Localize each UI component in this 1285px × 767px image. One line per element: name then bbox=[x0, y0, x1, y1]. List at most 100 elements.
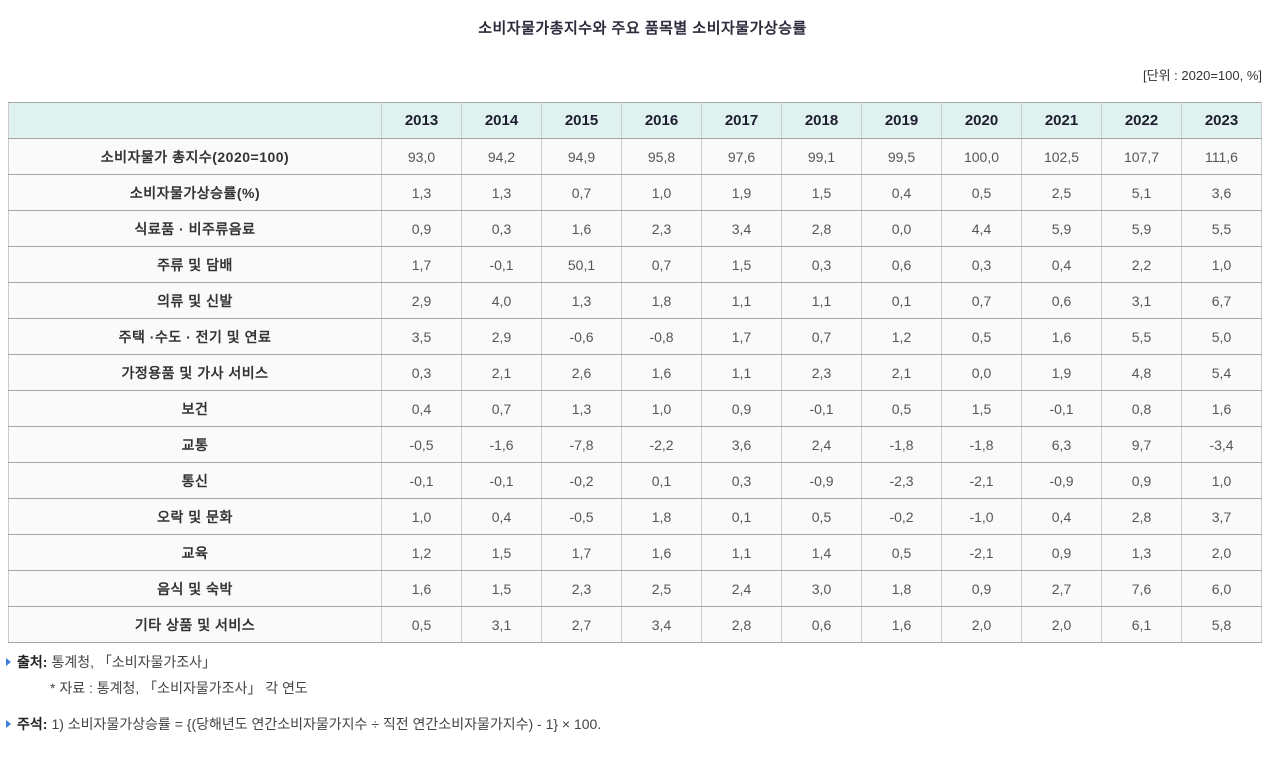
value-cell: 0,3 bbox=[781, 246, 862, 283]
value-cell: 0,5 bbox=[941, 174, 1022, 211]
value-cell: 5,5 bbox=[1181, 210, 1262, 247]
value-cell: 1,4 bbox=[781, 534, 862, 571]
note-text: 1) 소비자물가상승률 = {(당해년도 연간소비자물가지수 ÷ 직전 연간소비… bbox=[51, 716, 602, 732]
value-cell: 3,0 bbox=[781, 570, 862, 607]
triangle-right-icon bbox=[6, 658, 11, 666]
value-cell: 2,0 bbox=[941, 606, 1022, 643]
value-cell: 0,5 bbox=[861, 534, 942, 571]
value-cell: 2,5 bbox=[1021, 174, 1102, 211]
value-cell: -0,9 bbox=[1021, 462, 1102, 499]
year-header-2017: 2017 bbox=[701, 102, 782, 139]
value-cell: 1,0 bbox=[621, 390, 702, 427]
value-cell: 2,9 bbox=[461, 318, 542, 355]
table-row: 주택 ·수도 · 전기 및 연료 3,5 2,9 -0,6 -0,8 1,7 0,7 1,2 0… bbox=[8, 318, 1262, 355]
value-cell: 111,6 bbox=[1181, 138, 1262, 175]
value-cell: 2,6 bbox=[541, 354, 622, 391]
table-row: 기타 상품 및 서비스 0,5 3,1 2,7 3,4 2,8 0,6 1,6 2,0 2,0 6,… bbox=[8, 606, 1262, 643]
value-cell: 2,7 bbox=[541, 606, 622, 643]
value-cell: -0,1 bbox=[461, 462, 542, 499]
value-cell: 6,7 bbox=[1181, 282, 1262, 319]
value-cell: -0,1 bbox=[461, 246, 542, 283]
value-cell: 1,3 bbox=[541, 282, 622, 319]
row-label: 주택 ·수도 · 전기 및 연료 bbox=[8, 318, 382, 355]
value-cell: 107,7 bbox=[1101, 138, 1182, 175]
triangle-right-icon bbox=[6, 720, 11, 728]
value-cell: 3,1 bbox=[1101, 282, 1182, 319]
table-row: 소비자물가상승률(%) 1,3 1,3 0,7 1,0 1,9 1,5 0,4 0,5 2,5 5,… bbox=[8, 174, 1262, 211]
value-cell: 1,5 bbox=[781, 174, 862, 211]
table-row: 보건 0,4 0,7 1,3 1,0 0,9 -0,1 0,5 1,5 -0,1 0,8 1,6 bbox=[8, 390, 1262, 427]
footnotes: 출처: 통계청, 「소비자물가조사」 * 자료 : 통계청, 「소비자물가조사」… bbox=[4, 652, 1254, 740]
value-cell: 1,5 bbox=[461, 534, 542, 571]
value-cell: 0,4 bbox=[461, 498, 542, 535]
value-cell: 4,8 bbox=[1101, 354, 1182, 391]
value-cell: 2,4 bbox=[701, 570, 782, 607]
value-cell: 1,6 bbox=[1021, 318, 1102, 355]
value-cell: 7,6 bbox=[1101, 570, 1182, 607]
value-cell: 5,1 bbox=[1101, 174, 1182, 211]
value-cell: -0,5 bbox=[541, 498, 622, 535]
value-cell: 94,2 bbox=[461, 138, 542, 175]
value-cell: 1,6 bbox=[621, 534, 702, 571]
source-line: 출처: 통계청, 「소비자물가조사」 bbox=[4, 652, 1254, 672]
value-cell: 1,6 bbox=[1181, 390, 1262, 427]
value-cell: 0,0 bbox=[941, 354, 1022, 391]
value-cell: 3,4 bbox=[701, 210, 782, 247]
year-header-2022: 2022 bbox=[1101, 102, 1182, 139]
value-cell: 1,6 bbox=[621, 354, 702, 391]
value-cell: 1,1 bbox=[781, 282, 862, 319]
table-row: 소비자물가 총지수(2020=100) 93,0 94,2 94,9 95,8 97,6 9… bbox=[8, 138, 1262, 175]
value-cell: 102,5 bbox=[1021, 138, 1102, 175]
value-cell: 0,1 bbox=[701, 498, 782, 535]
value-cell: 1,5 bbox=[941, 390, 1022, 427]
value-cell: 1,0 bbox=[1181, 246, 1262, 283]
value-cell: 1,0 bbox=[1181, 462, 1262, 499]
value-cell: -2,1 bbox=[941, 534, 1022, 571]
value-cell: 1,8 bbox=[621, 498, 702, 535]
value-cell: 3,4 bbox=[621, 606, 702, 643]
table-row: 음식 및 숙박 1,6 1,5 2,3 2,5 2,4 3,0 1,8 0,9 2,7 7,6 6,0 bbox=[8, 570, 1262, 607]
value-cell: 0,3 bbox=[941, 246, 1022, 283]
note-label: 주석: bbox=[17, 716, 48, 732]
value-cell: 2,3 bbox=[781, 354, 862, 391]
value-cell: -2,2 bbox=[621, 426, 702, 463]
value-cell: 99,1 bbox=[781, 138, 862, 175]
value-cell: 2,3 bbox=[541, 570, 622, 607]
row-label: 식료품 · 비주류음료 bbox=[8, 210, 382, 247]
value-cell: 2,9 bbox=[381, 282, 462, 319]
value-cell: 5,8 bbox=[1181, 606, 1262, 643]
value-cell: 2,0 bbox=[1181, 534, 1262, 571]
source-text: 통계청, 「소비자물가조사」 bbox=[51, 654, 217, 670]
value-cell: -0,6 bbox=[541, 318, 622, 355]
value-cell: -0,2 bbox=[541, 462, 622, 499]
value-cell: -0,8 bbox=[621, 318, 702, 355]
value-cell: 0,7 bbox=[941, 282, 1022, 319]
value-cell: 0,5 bbox=[861, 390, 942, 427]
row-label: 주류 및 담배 bbox=[8, 246, 382, 283]
year-header-2013: 2013 bbox=[381, 102, 462, 139]
value-cell: 0,9 bbox=[381, 210, 462, 247]
row-label: 의류 및 신발 bbox=[8, 282, 382, 319]
year-header-2020: 2020 bbox=[941, 102, 1022, 139]
value-cell: 1,6 bbox=[861, 606, 942, 643]
value-cell: -1,6 bbox=[461, 426, 542, 463]
value-cell: 1,7 bbox=[381, 246, 462, 283]
year-header-2019: 2019 bbox=[861, 102, 942, 139]
value-cell: 0,9 bbox=[701, 390, 782, 427]
value-cell: 1,3 bbox=[1101, 534, 1182, 571]
table-row: 의류 및 신발 2,9 4,0 1,3 1,8 1,1 1,1 0,1 0,7 0,6 3,1 6,7 bbox=[8, 282, 1262, 319]
row-label: 오락 및 문화 bbox=[8, 498, 382, 535]
row-label: 교통 bbox=[8, 426, 382, 463]
row-label: 가정용품 및 가사 서비스 bbox=[8, 354, 382, 391]
value-cell: 0,9 bbox=[1101, 462, 1182, 499]
value-cell: 97,6 bbox=[701, 138, 782, 175]
value-cell: 50,1 bbox=[541, 246, 622, 283]
value-cell: 2,8 bbox=[701, 606, 782, 643]
value-cell: 5,9 bbox=[1101, 210, 1182, 247]
value-cell: 0,7 bbox=[461, 390, 542, 427]
value-cell: 5,9 bbox=[1021, 210, 1102, 247]
value-cell: 2,0 bbox=[1021, 606, 1102, 643]
value-cell: -1,8 bbox=[941, 426, 1022, 463]
value-cell: 1,1 bbox=[701, 354, 782, 391]
value-cell: -0,2 bbox=[861, 498, 942, 535]
